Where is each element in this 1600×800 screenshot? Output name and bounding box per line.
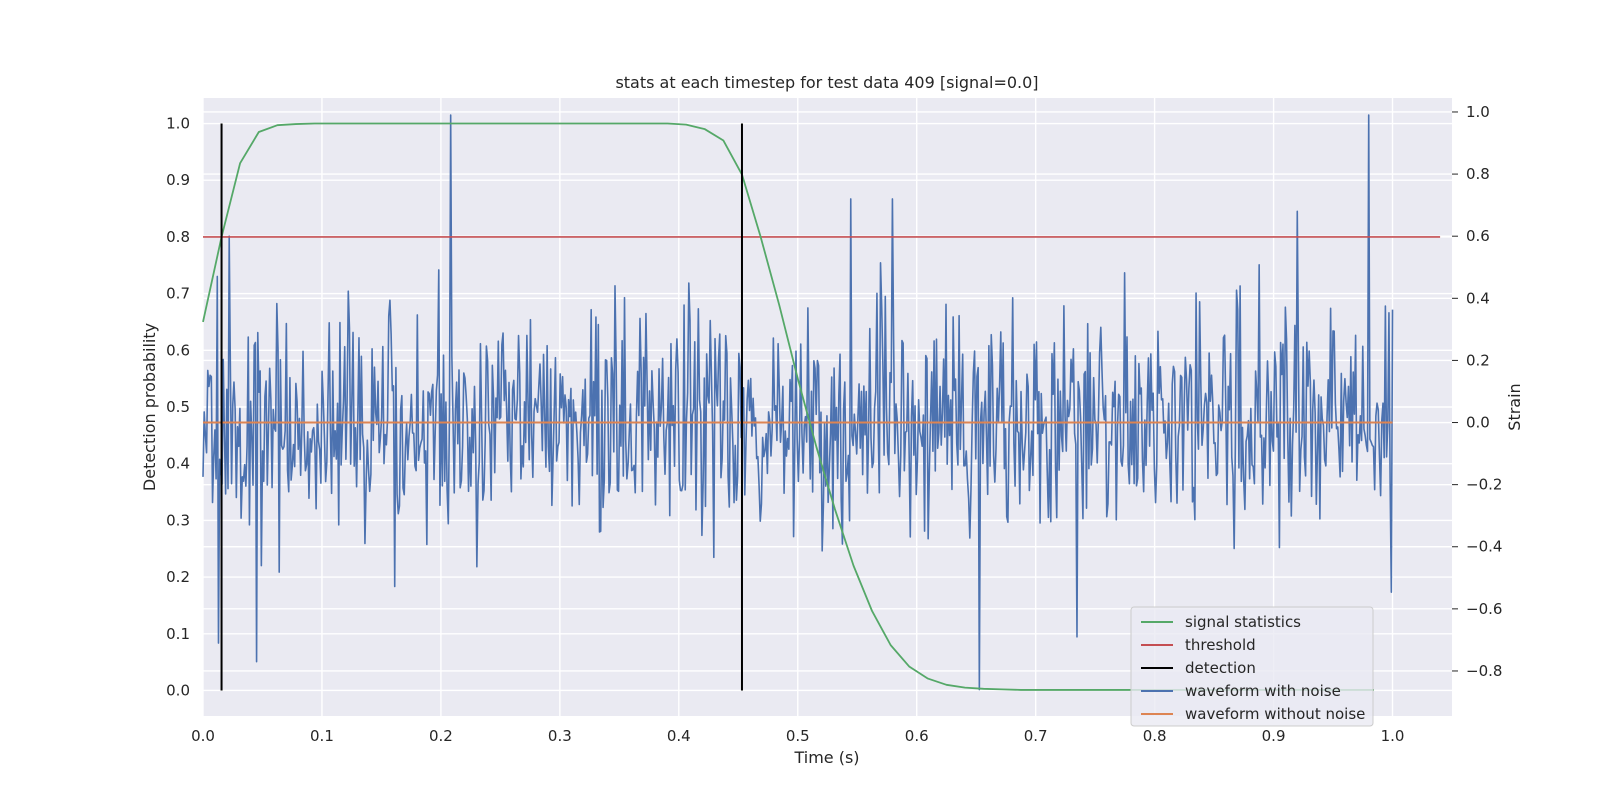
legend-label-detection: detection xyxy=(1185,659,1256,677)
y-tick-label-right: 0.6 xyxy=(1466,227,1490,245)
x-tick-label: 0.9 xyxy=(1262,727,1286,745)
legend-label-waveform-without-noise: waveform without noise xyxy=(1185,705,1365,723)
x-axis-label: Time (s) xyxy=(793,748,859,767)
x-tick-label: 0.1 xyxy=(310,727,334,745)
y-tick-label-left: 0.6 xyxy=(166,341,190,359)
x-tick-label: 0.0 xyxy=(191,727,215,745)
y-tick-label-right: 0.8 xyxy=(1466,165,1490,183)
y-tick-label-left: 0.4 xyxy=(166,455,190,473)
y-tick-label-right: 0.0 xyxy=(1466,414,1490,432)
y-tick-label-right: −0.8 xyxy=(1466,662,1502,680)
y-tick-label-right: 0.4 xyxy=(1466,289,1490,307)
series-waveform-with-noise xyxy=(202,114,1394,691)
y-tick-label-left: 0.1 xyxy=(166,625,190,643)
y-tick-label-left: 0.5 xyxy=(166,398,190,416)
y-tick-label-right: 0.2 xyxy=(1466,351,1490,369)
x-tick-label: 0.5 xyxy=(786,727,810,745)
y-tick-label-left: 0.3 xyxy=(166,511,190,529)
y-axis-label-right: Strain xyxy=(1505,383,1524,430)
legend: signal statistics threshold detection wavef… xyxy=(1130,606,1374,727)
y-tick-label-left: 1.0 xyxy=(166,115,190,133)
y-tick-label-left: 0.9 xyxy=(166,171,190,189)
x-tick-label: 0.4 xyxy=(667,727,691,745)
legend-label-signal-statistics: signal statistics xyxy=(1185,613,1301,631)
x-tick-label: 0.7 xyxy=(1024,727,1048,745)
chart-title: stats at each timestep for test data 409… xyxy=(615,73,1038,92)
legend-box xyxy=(1130,606,1374,727)
x-tick-label: 1.0 xyxy=(1381,727,1405,745)
legend-label-waveform-with-noise: waveform with noise xyxy=(1185,682,1341,700)
y-tick-label-right: −0.2 xyxy=(1466,476,1502,494)
y-axis-label-left: Detection probability xyxy=(140,323,159,491)
y-tick-label-left: 0.7 xyxy=(166,285,190,303)
x-tick-label: 0.3 xyxy=(548,727,572,745)
ticks: 0.0 0.1 0.2 0.3 0.4 0.5 0.6 0.7 0.8 0.9 1.0 0.0 0.1 0… xyxy=(166,103,1502,745)
x-tick-label: 0.2 xyxy=(429,727,453,745)
legend-label-threshold: threshold xyxy=(1185,636,1256,654)
y-tick-label-right: 1.0 xyxy=(1466,103,1490,121)
y-tick-label-left: 0.0 xyxy=(166,681,190,699)
x-tick-label: 0.6 xyxy=(905,727,929,745)
y-tick-label-left: 0.8 xyxy=(166,228,190,246)
y-tick-label-left: 0.2 xyxy=(166,568,190,586)
y-tick-label-right: −0.6 xyxy=(1466,600,1502,618)
x-tick-label: 0.8 xyxy=(1143,727,1167,745)
y-tick-label-right: −0.4 xyxy=(1466,538,1502,556)
